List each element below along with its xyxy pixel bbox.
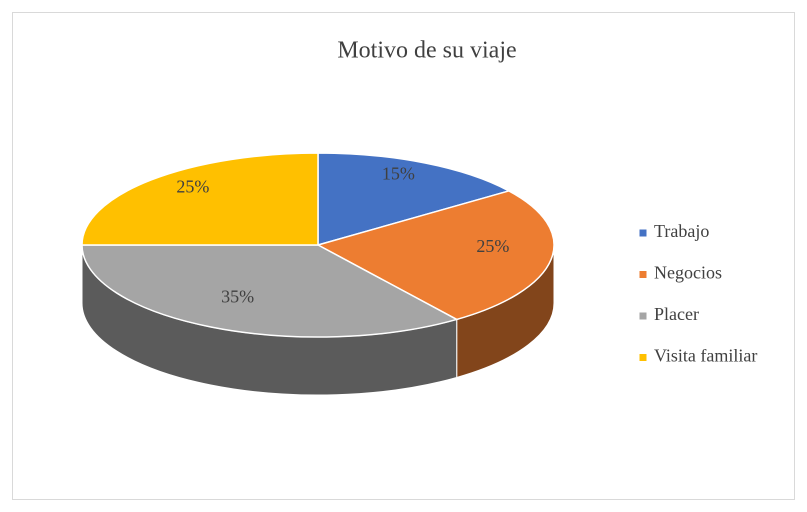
data-label: 25% — [476, 236, 509, 256]
pie-slice — [81, 244, 459, 338]
legend-swatch — [639, 229, 647, 237]
data-label: 15% — [382, 164, 415, 184]
data-label: 25% — [176, 176, 209, 196]
legend-swatch — [639, 271, 647, 278]
chart-title: Motivo de su viaje — [337, 38, 516, 64]
legend-label: Placer — [654, 304, 699, 324]
legend-swatch — [639, 354, 647, 361]
pie-slice — [317, 152, 511, 246]
legend-swatch — [639, 312, 647, 320]
legend-label: Negocios — [654, 263, 722, 283]
legend-label: Trabajo — [654, 221, 709, 241]
data-label: 35% — [221, 287, 254, 307]
pie-slice — [81, 152, 319, 246]
legend-label: Visita familiar — [654, 346, 757, 366]
pie-slice — [316, 190, 555, 321]
